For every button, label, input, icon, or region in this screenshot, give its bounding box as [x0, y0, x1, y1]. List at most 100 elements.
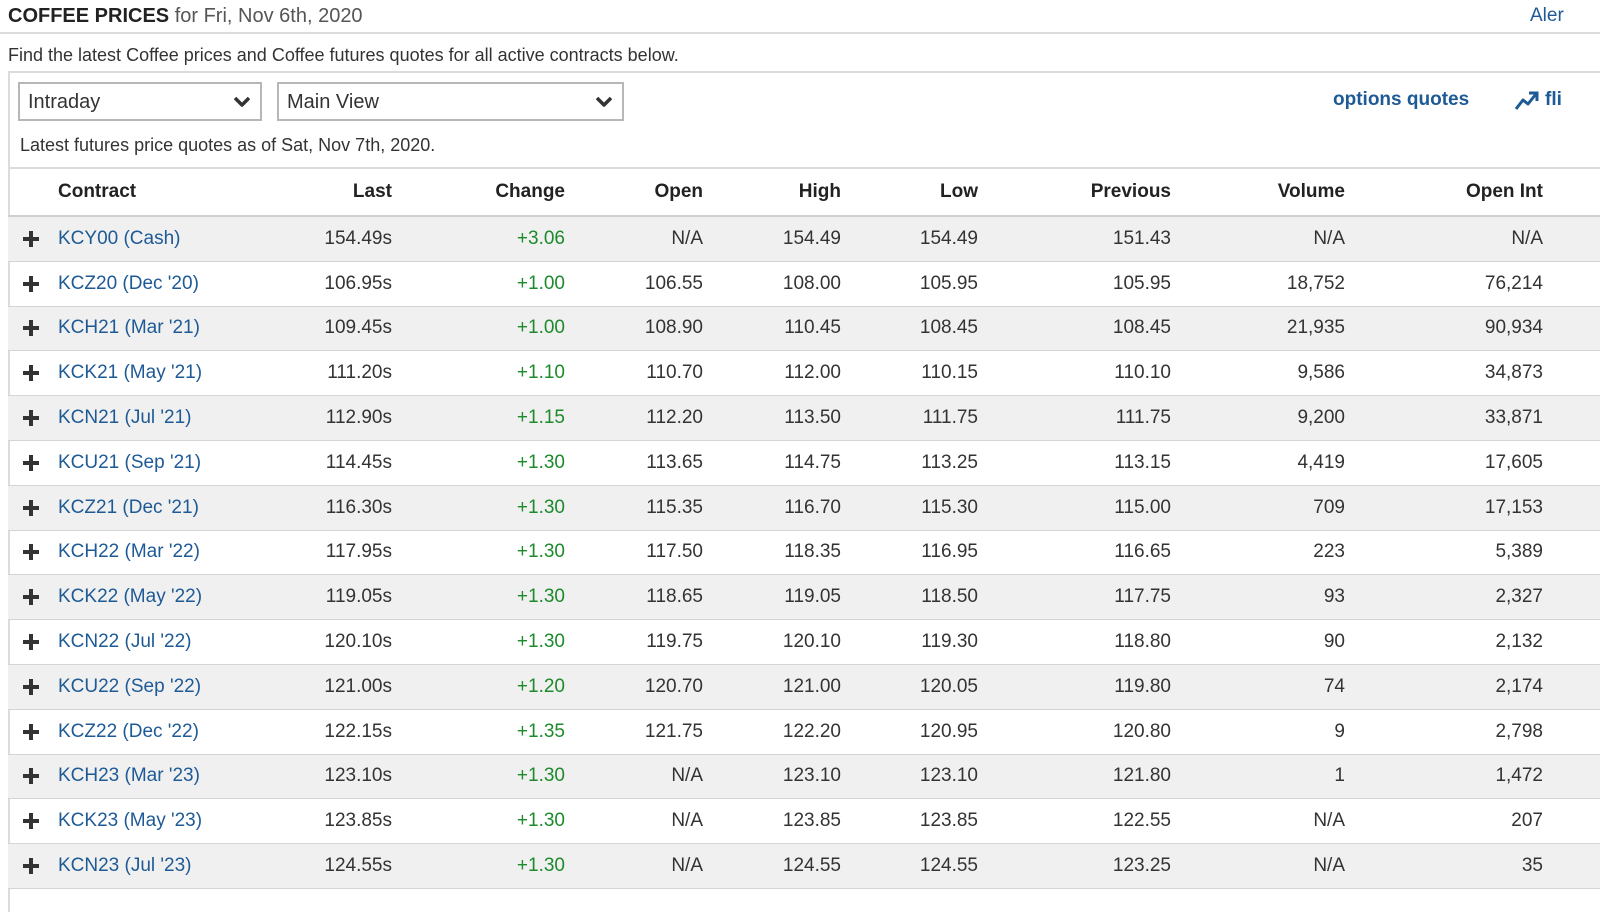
open-cell: 117.50	[646, 541, 703, 563]
previous-cell: 119.80	[1114, 675, 1171, 697]
plus-icon[interactable]	[23, 813, 39, 830]
contract-cell[interactable]: KCN23 (Jul '23)	[58, 855, 192, 877]
table-row: KCH22 (Mar '22) 117.95s +1.30 117.50 118.35 1…	[8, 531, 1600, 576]
contract-cell[interactable]: KCK23 (May '23)	[58, 810, 203, 832]
contract-cell[interactable]: KCK21 (May '21)	[58, 362, 203, 384]
change-cell: +1.00	[516, 272, 565, 294]
contract-cell[interactable]: KCH22 (Mar '22)	[58, 541, 200, 563]
table-row: KCU21 (Sep '21) 114.45s +1.30 113.65 114.75 1…	[8, 441, 1600, 486]
contract-cell[interactable]: KCN21 (Jul '21)	[58, 407, 192, 429]
high-cell: 118.35	[784, 541, 841, 563]
page-header: COFFEE PRICES for Fri, Nov 6th, 2020 Ale…	[0, 0, 1600, 34]
contract-cell[interactable]: KCH21 (Mar '21)	[58, 317, 200, 339]
column-header-low[interactable]: Low	[940, 181, 978, 202]
column-header-last[interactable]: Last	[352, 181, 392, 202]
contract-cell[interactable]: KCU21 (Sep '21)	[58, 451, 202, 473]
last-cell: 111.20s	[327, 362, 392, 384]
page-title-strong: COFFEE PRICES	[8, 5, 170, 27]
volume-cell: N/A	[1313, 810, 1345, 832]
high-cell: 114.75	[784, 451, 841, 473]
chevron-down-icon	[234, 96, 250, 107]
column-header-change[interactable]: Change	[495, 181, 565, 202]
period-select[interactable]: Intraday	[18, 82, 262, 121]
plus-icon[interactable]	[23, 275, 39, 292]
change-cell: +1.30	[516, 631, 565, 653]
column-header-contract[interactable]: Contract	[58, 181, 137, 202]
change-cell: +1.30	[516, 810, 565, 832]
plus-icon[interactable]	[23, 723, 39, 740]
open-int-cell: 2,327	[1495, 586, 1543, 608]
open-int-cell: 2,798	[1495, 720, 1543, 742]
view-select[interactable]: Main View	[277, 82, 624, 121]
volume-cell: 18,752	[1286, 272, 1345, 294]
plus-icon[interactable]	[23, 634, 39, 651]
contract-cell[interactable]: KCZ21 (Dec '21)	[58, 496, 199, 518]
contract-cell[interactable]: KCK22 (May '22)	[58, 586, 203, 608]
plus-icon[interactable]	[23, 320, 39, 337]
volume-cell: 9	[1334, 720, 1345, 742]
column-header-open-int[interactable]: Open Int	[1465, 181, 1543, 202]
last-cell: 124.55s	[324, 855, 392, 877]
expand-cell	[20, 575, 42, 619]
expand-cell	[20, 755, 42, 799]
open-cell: N/A	[671, 810, 703, 832]
last-cell: 112.90s	[325, 407, 392, 429]
column-header-volume[interactable]: Volume	[1277, 181, 1345, 202]
table-row: KCZ22 (Dec '22) 122.15s +1.35 121.75 122.20 1…	[8, 710, 1600, 755]
volume-cell: N/A	[1313, 855, 1345, 877]
plus-icon[interactable]	[23, 678, 39, 695]
low-cell: 105.95	[919, 272, 978, 294]
plus-icon[interactable]	[23, 230, 39, 247]
open-cell: N/A	[671, 227, 703, 249]
expand-cell	[20, 307, 42, 351]
contract-cell[interactable]: KCZ22 (Dec '22)	[58, 720, 199, 742]
column-header-open[interactable]: Open	[654, 181, 703, 202]
table-row: KCZ20 (Dec '20) 106.95s +1.00 106.55 108.00 1…	[8, 262, 1600, 307]
previous-cell: 116.65	[1114, 541, 1171, 563]
open-cell: 115.35	[646, 496, 703, 518]
plus-icon[interactable]	[23, 768, 39, 785]
flipcharts-label: fli	[1545, 89, 1562, 110]
column-header-previous[interactable]: Previous	[1090, 181, 1171, 202]
contract-cell[interactable]: KCZ20 (Dec '20)	[58, 272, 199, 294]
alerts-link[interactable]: Aler	[1530, 5, 1564, 26]
volume-cell: N/A	[1313, 227, 1345, 249]
high-cell: 121.00	[782, 675, 841, 697]
options-quotes-link[interactable]: options quotes	[1333, 89, 1470, 110]
plus-icon[interactable]	[23, 454, 39, 471]
previous-cell: 110.10	[1114, 362, 1171, 384]
low-cell: 108.45	[919, 317, 978, 339]
open-int-cell: 34,873	[1484, 362, 1543, 384]
open-cell: N/A	[671, 855, 703, 877]
quotes-table: Contract Last Change Open High Low Previ…	[8, 167, 1600, 889]
expand-cell	[20, 441, 42, 485]
previous-cell: 111.75	[1115, 407, 1171, 429]
plus-icon[interactable]	[23, 365, 39, 382]
last-cell: 154.49s	[324, 227, 392, 249]
expand-cell	[20, 799, 42, 843]
plus-icon[interactable]	[23, 410, 39, 427]
expand-cell	[20, 844, 42, 888]
column-header-high[interactable]: High	[798, 181, 841, 202]
table-row: KCZ21 (Dec '21) 116.30s +1.30 115.35 116.70 1…	[8, 485, 1600, 531]
volume-cell: 9,200	[1297, 407, 1345, 429]
plus-icon[interactable]	[23, 499, 39, 516]
previous-cell: 108.45	[1112, 317, 1171, 339]
low-cell: 115.30	[921, 496, 978, 518]
plus-icon[interactable]	[23, 589, 39, 606]
contract-cell[interactable]: KCY00 (Cash)	[58, 227, 181, 249]
low-cell: 119.30	[921, 631, 978, 653]
page-title-date: for Fri, Nov 6th, 2020	[169, 5, 363, 27]
contract-cell[interactable]: KCN22 (Jul '22)	[58, 631, 192, 653]
plus-icon[interactable]	[23, 544, 39, 561]
contract-cell[interactable]: KCH23 (Mar '23)	[58, 765, 200, 787]
open-int-cell: 35	[1521, 855, 1543, 877]
trending-up-icon	[1514, 91, 1539, 110]
volume-cell: 709	[1313, 496, 1345, 518]
volume-cell: 223	[1313, 541, 1345, 563]
volume-cell: 21,935	[1286, 317, 1345, 339]
contract-cell[interactable]: KCU22 (Sep '22)	[58, 675, 202, 697]
plus-icon[interactable]	[23, 858, 39, 875]
open-int-cell: N/A	[1511, 227, 1543, 249]
change-cell: +1.10	[516, 362, 565, 384]
